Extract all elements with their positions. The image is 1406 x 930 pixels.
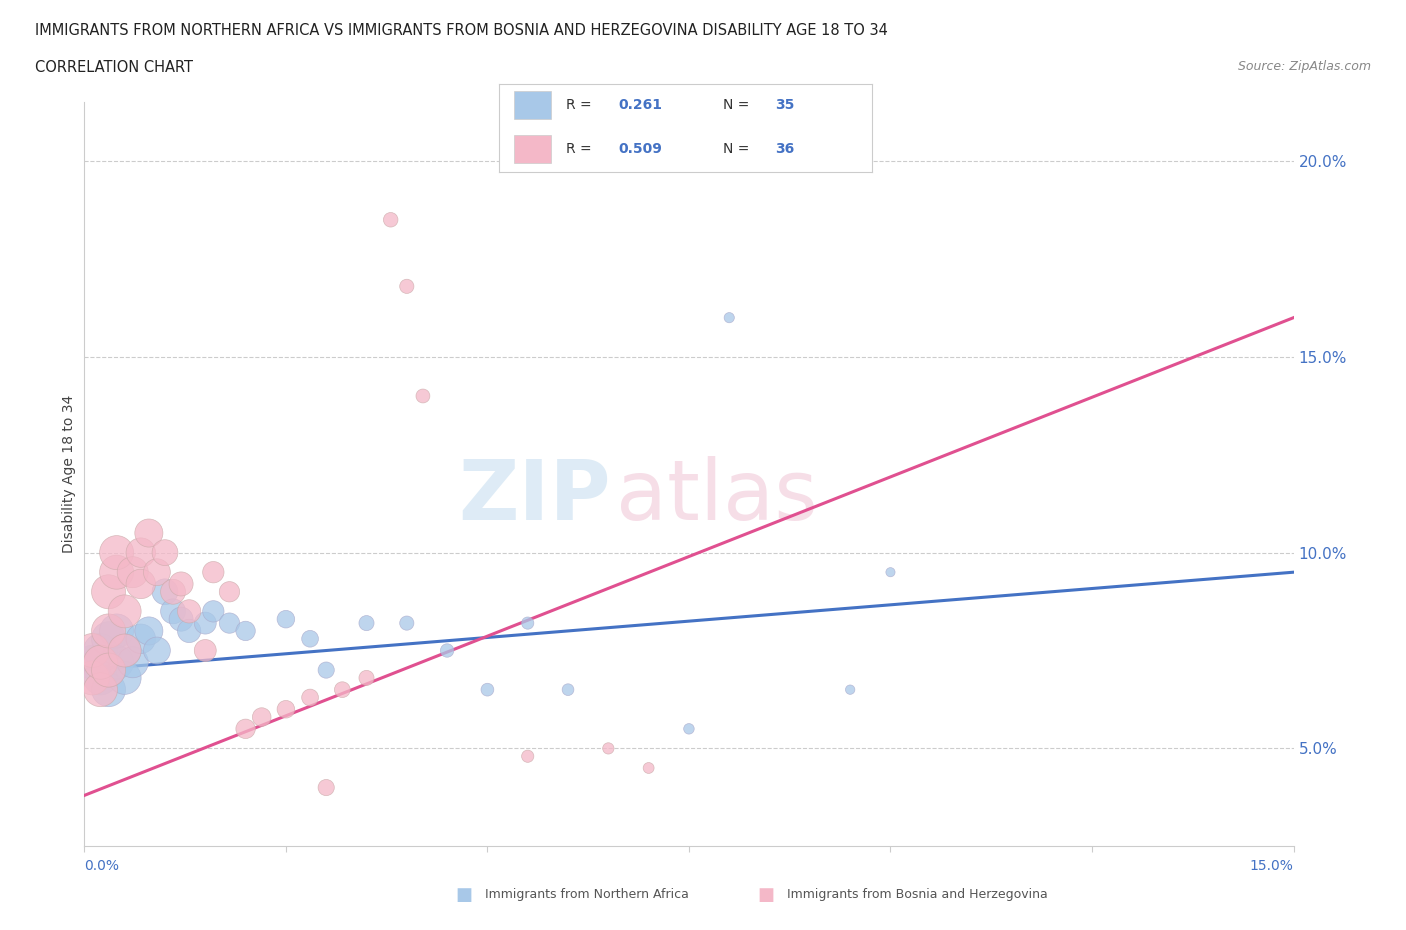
Point: [114, 671, 136, 685]
Point: [82, 671, 104, 685]
Point: [412, 389, 434, 404]
Point: [89, 655, 111, 670]
Point: [105, 545, 128, 560]
Text: atlas: atlas: [616, 456, 818, 538]
Text: 36: 36: [775, 142, 794, 156]
Point: [153, 545, 176, 560]
Text: CORRELATION CHART: CORRELATION CHART: [35, 60, 193, 75]
Point: [299, 631, 322, 646]
Point: [162, 604, 184, 618]
Point: [129, 577, 152, 591]
Point: [89, 683, 111, 698]
Point: [121, 655, 143, 670]
Text: IMMIGRANTS FROM NORTHERN AFRICA VS IMMIGRANTS FROM BOSNIA AND HERZEGOVINA DISABI: IMMIGRANTS FROM NORTHERN AFRICA VS IMMIG…: [35, 23, 889, 38]
Point: [637, 761, 659, 776]
Point: [516, 616, 538, 631]
Point: [557, 683, 579, 698]
Point: [330, 683, 353, 698]
Point: [121, 565, 143, 579]
Point: [129, 631, 152, 646]
Point: [274, 702, 297, 717]
Point: [82, 655, 104, 670]
Point: [146, 565, 169, 579]
Point: [129, 545, 152, 560]
Point: [436, 643, 458, 658]
Text: ■: ■: [758, 885, 775, 904]
Text: Source: ZipAtlas.com: Source: ZipAtlas.com: [1237, 60, 1371, 73]
Point: [114, 643, 136, 658]
Point: [114, 643, 136, 658]
Point: [356, 616, 378, 631]
Point: [138, 623, 160, 638]
Point: [218, 616, 240, 631]
Point: [194, 616, 217, 631]
Point: [105, 655, 128, 670]
Text: 0.0%: 0.0%: [84, 858, 120, 872]
Text: 15.0%: 15.0%: [1250, 858, 1294, 872]
Text: Immigrants from Bosnia and Herzegovina: Immigrants from Bosnia and Herzegovina: [787, 888, 1047, 901]
Point: [395, 616, 418, 631]
Point: [598, 741, 620, 756]
Point: [477, 683, 499, 698]
FancyBboxPatch shape: [515, 135, 551, 164]
Point: [170, 612, 193, 627]
Text: 35: 35: [775, 98, 794, 112]
Point: [356, 671, 378, 685]
Point: [179, 623, 201, 638]
Point: [97, 631, 120, 646]
Point: [97, 663, 120, 678]
Point: [274, 612, 297, 627]
Point: [516, 749, 538, 764]
Y-axis label: Disability Age 18 to 34: Disability Age 18 to 34: [62, 395, 76, 553]
Point: [97, 584, 120, 599]
Point: [89, 643, 111, 658]
Text: ZIP: ZIP: [458, 456, 610, 538]
FancyBboxPatch shape: [515, 91, 551, 119]
Point: [315, 663, 337, 678]
Point: [105, 565, 128, 579]
Text: R =: R =: [567, 142, 592, 156]
Text: N =: N =: [723, 98, 749, 112]
Point: [97, 623, 120, 638]
Text: R =: R =: [567, 98, 592, 112]
Point: [138, 525, 160, 540]
Point: [82, 643, 104, 658]
Point: [114, 604, 136, 618]
Text: 0.509: 0.509: [619, 142, 662, 156]
Point: [194, 643, 217, 658]
Point: [678, 722, 700, 737]
Point: [105, 623, 128, 638]
Point: [299, 690, 322, 705]
Point: [202, 565, 225, 579]
Point: [89, 671, 111, 685]
Point: [380, 212, 402, 227]
Point: [179, 604, 201, 618]
Point: [839, 683, 862, 698]
Point: [97, 683, 120, 698]
Text: Immigrants from Northern Africa: Immigrants from Northern Africa: [485, 888, 689, 901]
Point: [250, 710, 273, 724]
Point: [97, 663, 120, 678]
Point: [879, 565, 901, 579]
Point: [170, 577, 193, 591]
Point: [202, 604, 225, 618]
Point: [235, 623, 257, 638]
Text: ■: ■: [456, 885, 472, 904]
Point: [162, 584, 184, 599]
Point: [718, 311, 741, 325]
Text: 0.261: 0.261: [619, 98, 662, 112]
Point: [235, 722, 257, 737]
Point: [315, 780, 337, 795]
Point: [153, 584, 176, 599]
Text: N =: N =: [723, 142, 749, 156]
Point: [218, 584, 240, 599]
Point: [395, 279, 418, 294]
Point: [146, 643, 169, 658]
